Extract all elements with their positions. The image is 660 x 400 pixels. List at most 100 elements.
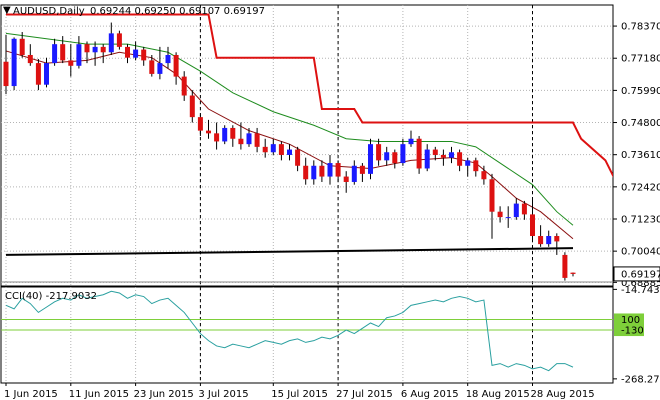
candle-body (278, 144, 284, 155)
candle-body (384, 152, 390, 161)
candle-body (351, 165, 357, 182)
candle-body (287, 149, 292, 155)
cci-y-tick-label: -268.2727 (621, 374, 660, 385)
trailing-stop-line (6, 13, 613, 178)
candle-body (546, 236, 552, 245)
candle-body (562, 254, 568, 278)
candle-body (206, 130, 211, 134)
candle-body (68, 60, 74, 66)
candle-body (262, 146, 268, 153)
candle-body (400, 144, 406, 164)
candle-body (311, 165, 317, 180)
candle-body (60, 44, 66, 61)
candle-body (149, 60, 155, 74)
candle-body (465, 160, 471, 166)
candle-body (449, 152, 454, 158)
cci-indicator-label: CCI(40) -217.9032 (5, 291, 97, 302)
candle-body (521, 203, 527, 215)
x-tick-label: 6 Aug 2015 (401, 389, 459, 400)
candle-body (92, 46, 98, 53)
x-tick-label: 11 Jun 2015 (69, 389, 129, 400)
y-tick-label: 0.71230 (621, 214, 660, 225)
y-tick-label: 0.75990 (621, 86, 660, 97)
candle-body (343, 176, 349, 182)
cci-level-label: 100 (621, 315, 640, 326)
y-tick-label: 0.72420 (621, 182, 660, 193)
current-price-label: 0.69197 (621, 269, 660, 280)
candle-body (424, 149, 430, 169)
candle-body (222, 127, 228, 142)
candle-body (489, 179, 495, 212)
price-panel (1, 13, 613, 283)
candle-body (133, 49, 139, 58)
x-tick-label: 27 Jul 2015 (336, 389, 393, 400)
candle-body (513, 203, 519, 218)
candle-body (100, 46, 106, 53)
candle-body (473, 160, 479, 172)
candle-body (173, 54, 179, 77)
candle-body (84, 44, 90, 53)
candle-body (230, 127, 236, 139)
cci-line (5, 290, 574, 372)
candle-body (108, 33, 114, 53)
candle-body (408, 138, 414, 145)
candle-body (197, 117, 203, 131)
cci-y-tick-label: -14.7434 (621, 285, 660, 296)
candle-body (530, 214, 535, 237)
cci-level-box (614, 313, 644, 326)
current-price-box (613, 266, 660, 282)
candle-body (335, 163, 341, 177)
candle-body (376, 144, 382, 161)
candle-body (457, 152, 463, 166)
candle-body (116, 33, 122, 47)
candle-body (554, 236, 560, 242)
chart-ohlc: 0.69244 0.69250 0.69107 0.69197 (90, 6, 265, 17)
y-tick-label: 0.73610 (621, 150, 660, 161)
candle-body (214, 133, 220, 142)
candle-body (327, 163, 333, 177)
candle-body (238, 138, 244, 145)
x-tick-label: 18 Aug 2015 (466, 389, 530, 400)
chart-symbol-info: AUDUSD,Daily (13, 6, 85, 17)
candle-body (11, 38, 17, 87)
x-tick-label: 15 Jul 2015 (271, 389, 328, 400)
candle-body (481, 171, 487, 180)
candle-body (392, 152, 398, 164)
candle-body (505, 217, 511, 219)
x-tick-label: 23 Jun 2015 (134, 389, 194, 400)
candle-body (165, 54, 171, 64)
candle-body (35, 63, 41, 85)
candle-body (416, 138, 422, 169)
candle-body (27, 54, 33, 64)
candle-body (3, 61, 9, 87)
candle-body (497, 211, 503, 218)
x-tick-label: 28 Aug 2015 (531, 389, 595, 400)
menu-dropdown-icon[interactable]: ▼ (3, 5, 11, 16)
candle-body (270, 144, 276, 153)
candle-body (19, 38, 25, 55)
y-tick-label: 0.70040 (621, 247, 660, 258)
candle-body (189, 95, 195, 118)
cci-panel-frame (0, 286, 614, 384)
candle-body (295, 149, 301, 166)
cci-level-label: -130 (621, 326, 644, 337)
ma-short-line (5, 50, 574, 240)
axes: 0.78370 0.77180 0.75990 0.74800 0.73610 0.724… (4, 22, 660, 400)
candle-body (432, 149, 438, 155)
candle-body (76, 44, 82, 66)
y-tick-label: 0.77180 (621, 54, 660, 65)
x-tick-label: 1 Jun 2015 (4, 389, 58, 400)
candle-body (303, 165, 309, 180)
y-tick-label: 0.78370 (621, 22, 660, 33)
candle-body (368, 144, 373, 174)
candle-body (44, 63, 49, 85)
candle-body (157, 63, 163, 74)
cci-level-box (614, 324, 644, 337)
candle-body (570, 272, 576, 274)
y-tick-label: 0.68885 (621, 278, 660, 289)
candle-body (359, 165, 365, 174)
cci-panel (1, 290, 613, 372)
candle-body (319, 165, 325, 177)
candle-body (141, 49, 147, 61)
